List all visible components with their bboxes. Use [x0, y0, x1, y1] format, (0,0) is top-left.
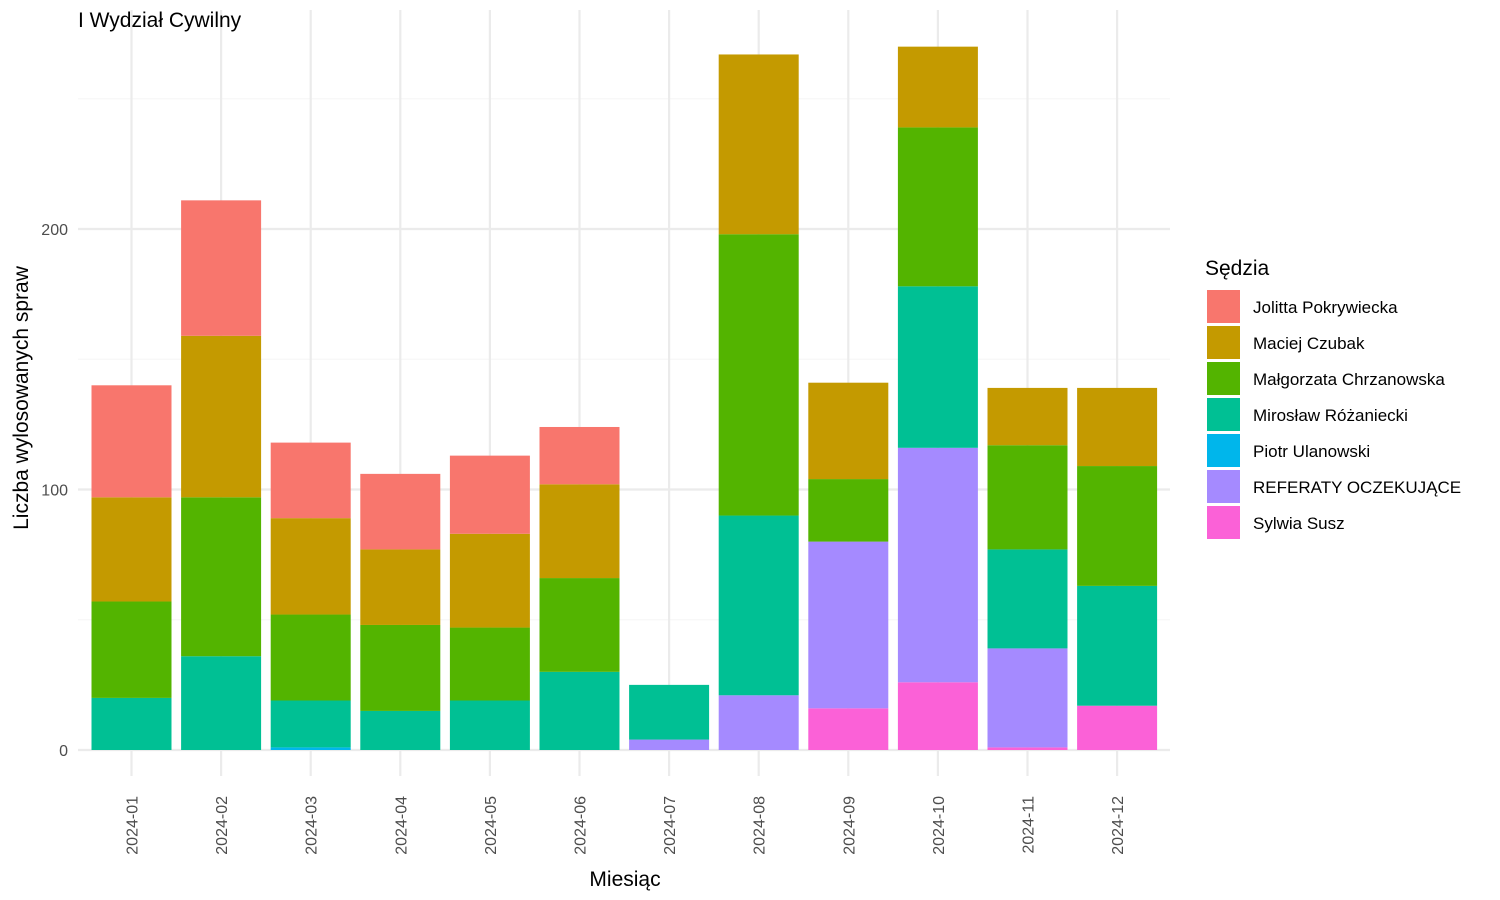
bar-segment: [270, 518, 351, 615]
bar-segment: [270, 614, 351, 701]
bar-segment: [629, 684, 710, 740]
y-axis-title: Liczba wylosowanych spraw: [10, 265, 33, 530]
y-tick-label: 100: [41, 483, 68, 500]
bar-segment: [181, 200, 262, 336]
y-axis-ticks: 0 100 200: [41, 222, 68, 760]
bar-segment: [181, 656, 262, 750]
legend: Sędzia Jolitta Pokrywiecka Maciej Czubak M…: [1205, 257, 1461, 539]
bar-segment: [360, 473, 441, 550]
bar-segment: [987, 648, 1068, 748]
bar-segment: [539, 671, 620, 750]
bar-segment: [718, 515, 799, 696]
legend-key: [1207, 398, 1240, 431]
x-tick-label: 2024-01: [125, 796, 142, 855]
bar-segment: [181, 497, 262, 657]
y-tick-label: 0: [59, 743, 68, 760]
bar-segment: [718, 54, 799, 235]
bar-segment: [897, 46, 978, 128]
x-tick-label: 2024-04: [393, 796, 410, 855]
x-tick-label: 2024-10: [931, 796, 948, 855]
x-tick-label: 2024-03: [304, 796, 321, 855]
x-tick-label: 2024-08: [752, 796, 769, 855]
legend-label: Maciej Czubak: [1253, 334, 1365, 353]
x-axis-ticks: 2024-01 2024-02 2024-03 2024-04 2024-05 2024-…: [125, 796, 1128, 855]
legend-title: Sędzia: [1205, 257, 1270, 280]
bar-segment: [270, 442, 351, 519]
legend-key: [1207, 362, 1240, 395]
bar-segment: [539, 484, 620, 579]
bar-segment: [360, 549, 441, 625]
bar-segment: [987, 445, 1068, 550]
bar-segment: [1077, 466, 1158, 586]
legend-label: Sylwia Susz: [1253, 514, 1345, 533]
legend-key: [1207, 506, 1240, 539]
bar-segment: [1077, 705, 1158, 750]
legend-label: Piotr Ulanowski: [1253, 442, 1370, 461]
bar-segment: [808, 479, 889, 542]
bar-segment: [808, 708, 889, 750]
bar-segment: [897, 127, 978, 287]
legend-key: [1207, 290, 1240, 323]
bar-segment: [91, 601, 172, 698]
bar-segment: [629, 739, 710, 750]
bar-segment: [181, 335, 262, 498]
x-tick-label: 2024-11: [1021, 796, 1038, 854]
bar-segment: [718, 234, 799, 516]
bar-segment: [987, 387, 1068, 446]
chart-title: I Wydział Cywilny: [78, 9, 242, 32]
y-tick-label: 200: [41, 222, 68, 239]
bars: [91, 46, 1158, 750]
bar-segment: [449, 533, 530, 628]
bar-segment: [1077, 585, 1158, 706]
bar-segment: [91, 385, 172, 498]
bar-segment: [449, 700, 530, 750]
bar-segment: [808, 541, 889, 709]
x-tick-label: 2024-02: [214, 796, 231, 855]
x-tick-label: 2024-09: [841, 796, 858, 855]
bar-segment: [270, 700, 351, 748]
bar-segment: [897, 682, 978, 750]
x-tick-label: 2024-05: [483, 796, 500, 855]
legend-key: [1207, 326, 1240, 359]
legend-key: [1207, 434, 1240, 467]
bar-segment: [360, 624, 441, 711]
bar-segment: [270, 747, 351, 750]
legend-label: Mirosław Różaniecki: [1253, 406, 1408, 425]
bar-segment: [91, 497, 172, 602]
bar-segment: [808, 382, 889, 480]
bar-segment: [897, 286, 978, 448]
x-tick-label: 2024-07: [662, 796, 679, 855]
bar-segment: [449, 627, 530, 701]
bar-segment: [987, 747, 1068, 750]
bar-segment: [539, 426, 620, 485]
bar-segment: [718, 695, 799, 750]
bar-segment: [539, 578, 620, 672]
x-tick-label: 2024-12: [1110, 796, 1127, 855]
bar-segment: [1077, 387, 1158, 467]
bar-segment: [360, 710, 441, 750]
bar-segment: [897, 447, 978, 683]
bar-segment: [987, 549, 1068, 649]
legend-label: Jolitta Pokrywiecka: [1253, 298, 1398, 317]
x-axis-title: Miesiąc: [589, 868, 660, 891]
legend-key: [1207, 470, 1240, 503]
legend-label: REFERATY OCZEKUJĄCE: [1253, 478, 1461, 497]
legend-label: Małgorzata Chrzanowska: [1253, 370, 1445, 389]
bar-segment: [91, 697, 172, 750]
bar-segment: [449, 455, 530, 534]
x-tick-label: 2024-06: [573, 796, 590, 855]
